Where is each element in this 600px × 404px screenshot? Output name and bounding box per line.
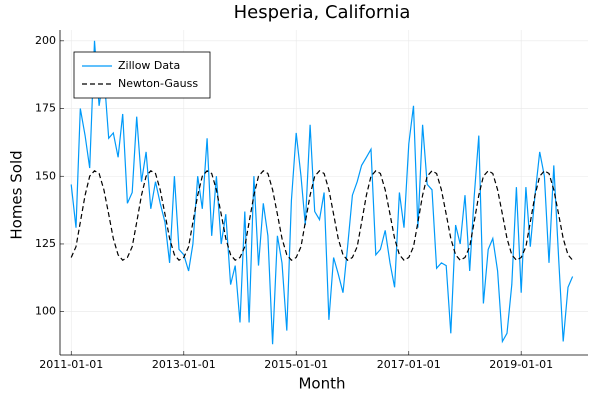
y-axis-label: Homes Sold (8, 150, 26, 239)
y-tick-label: 150 (35, 169, 56, 182)
y-tick-label: 125 (35, 237, 56, 250)
data-line (70, 40, 574, 345)
y-tick-label: 100 (35, 305, 56, 318)
x-tick-label: 2011-01-01 (39, 358, 103, 371)
y-tick-label: 200 (35, 34, 56, 47)
y-tick-label: 175 (35, 102, 56, 115)
chart-title: Hesperia, California (234, 2, 411, 23)
x-tick-label: 2015-01-01 (264, 358, 328, 371)
data-line (70, 170, 574, 261)
x-tick-label: 2013-01-01 (152, 358, 216, 371)
x-axis-label: Month (298, 375, 345, 393)
legend-label: Zillow Data (118, 59, 180, 72)
legend-label: Newton-Gauss (118, 77, 198, 90)
legend-box (73, 51, 211, 99)
x-tick-label: 2017-01-01 (377, 358, 441, 371)
x-tick-label: 2019-01-01 (489, 358, 553, 371)
